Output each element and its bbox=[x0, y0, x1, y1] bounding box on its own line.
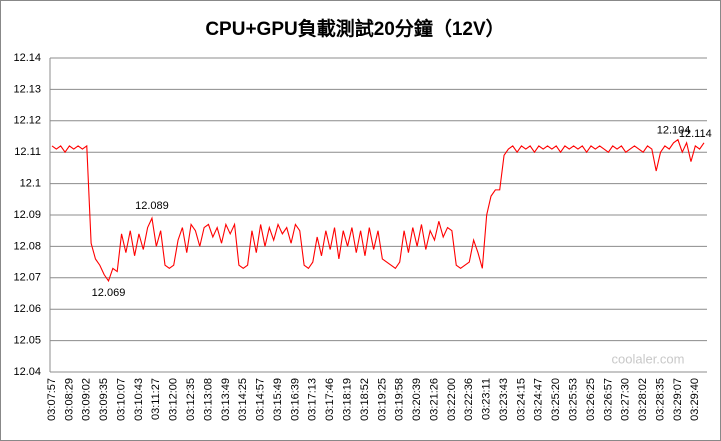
x-tick-label: 03:14:57 bbox=[255, 378, 267, 421]
y-tick-label: 12.14 bbox=[13, 52, 41, 64]
watermark: coolaler.com bbox=[612, 351, 685, 366]
x-tick-label: 03:13:08 bbox=[202, 378, 214, 421]
y-tick-label: 12.11 bbox=[14, 146, 41, 158]
y-tick-label: 12.06 bbox=[13, 303, 41, 315]
x-tick-label: 03:10:07 bbox=[115, 378, 127, 421]
x-tick-label: 03:23:43 bbox=[498, 378, 510, 421]
x-tick-label: 03:12:35 bbox=[185, 378, 197, 421]
x-tick-label: 03:29:40 bbox=[689, 378, 701, 421]
x-tick-label: 03:28:02 bbox=[637, 378, 649, 421]
x-tick-label: 03:27:30 bbox=[620, 378, 632, 421]
x-tick-label: 03:29:07 bbox=[672, 378, 684, 421]
y-tick-label: 12.07 bbox=[13, 272, 41, 284]
x-tick-label: 03:25:20 bbox=[550, 378, 562, 421]
y-tick-label: 12.08 bbox=[13, 240, 41, 252]
x-tick-label: 03:28:35 bbox=[654, 378, 666, 421]
x-tick-label: 03:24:15 bbox=[515, 378, 527, 421]
data-label: 12.104 bbox=[657, 125, 691, 137]
x-tick-label: 03:22:00 bbox=[446, 378, 458, 421]
data-label: 12.089 bbox=[135, 200, 169, 212]
x-tick-label: 03:10:43 bbox=[133, 378, 145, 421]
x-tick-label: 03:15:49 bbox=[272, 378, 284, 421]
x-tick-label: 03:24:47 bbox=[533, 378, 545, 421]
x-tick-label: 03:13:49 bbox=[220, 378, 232, 421]
x-tick-label: 03:20:39 bbox=[411, 378, 423, 421]
x-tick-label: 03:25:53 bbox=[568, 378, 580, 421]
x-tick-label: 03:07:57 bbox=[46, 378, 58, 421]
y-tick-label: 12.12 bbox=[13, 115, 41, 127]
data-label: 12.114 bbox=[679, 128, 712, 140]
x-tick-label: 03:21:26 bbox=[428, 378, 440, 421]
x-tick-label: 03:23:11 bbox=[481, 378, 493, 420]
x-tick-label: 03:09:35 bbox=[98, 378, 110, 421]
y-tick-label: 12.05 bbox=[13, 335, 41, 347]
data-line bbox=[51, 138, 705, 283]
chart-title: CPU+GPU負載測試20分鐘（12V） bbox=[205, 17, 504, 40]
y-tick-label: 12.04 bbox=[13, 366, 41, 378]
y-tick-label: 12.13 bbox=[13, 83, 41, 95]
x-tick-label: 03:19:25 bbox=[376, 378, 388, 421]
x-tick-label: 03:18:19 bbox=[341, 378, 353, 421]
x-tick-label: 03:26:57 bbox=[602, 378, 614, 421]
x-tick-label: 03:16:39 bbox=[289, 378, 301, 421]
x-tick-label: 03:17:46 bbox=[324, 378, 336, 421]
data-label: 12.069 bbox=[92, 287, 126, 299]
y-tick-label: 12.1 bbox=[20, 178, 41, 190]
x-tick-label: 03:14:25 bbox=[237, 378, 249, 421]
x-tick-label: 03:18:52 bbox=[359, 378, 371, 421]
x-tick-label: 03:26:25 bbox=[585, 378, 597, 421]
x-tick-label: 03:12:00 bbox=[168, 378, 180, 421]
x-tick-label: 03:17:13 bbox=[307, 378, 319, 421]
x-tick-label: 03:11:27 bbox=[150, 378, 162, 420]
x-tick-label: 03:19:58 bbox=[394, 378, 406, 421]
x-tick-label: 03:09:02 bbox=[81, 378, 93, 421]
x-tick-label: 03:22:36 bbox=[463, 378, 475, 421]
y-tick-label: 12.09 bbox=[13, 209, 41, 221]
x-tick-label: 03:08:29 bbox=[63, 378, 75, 421]
